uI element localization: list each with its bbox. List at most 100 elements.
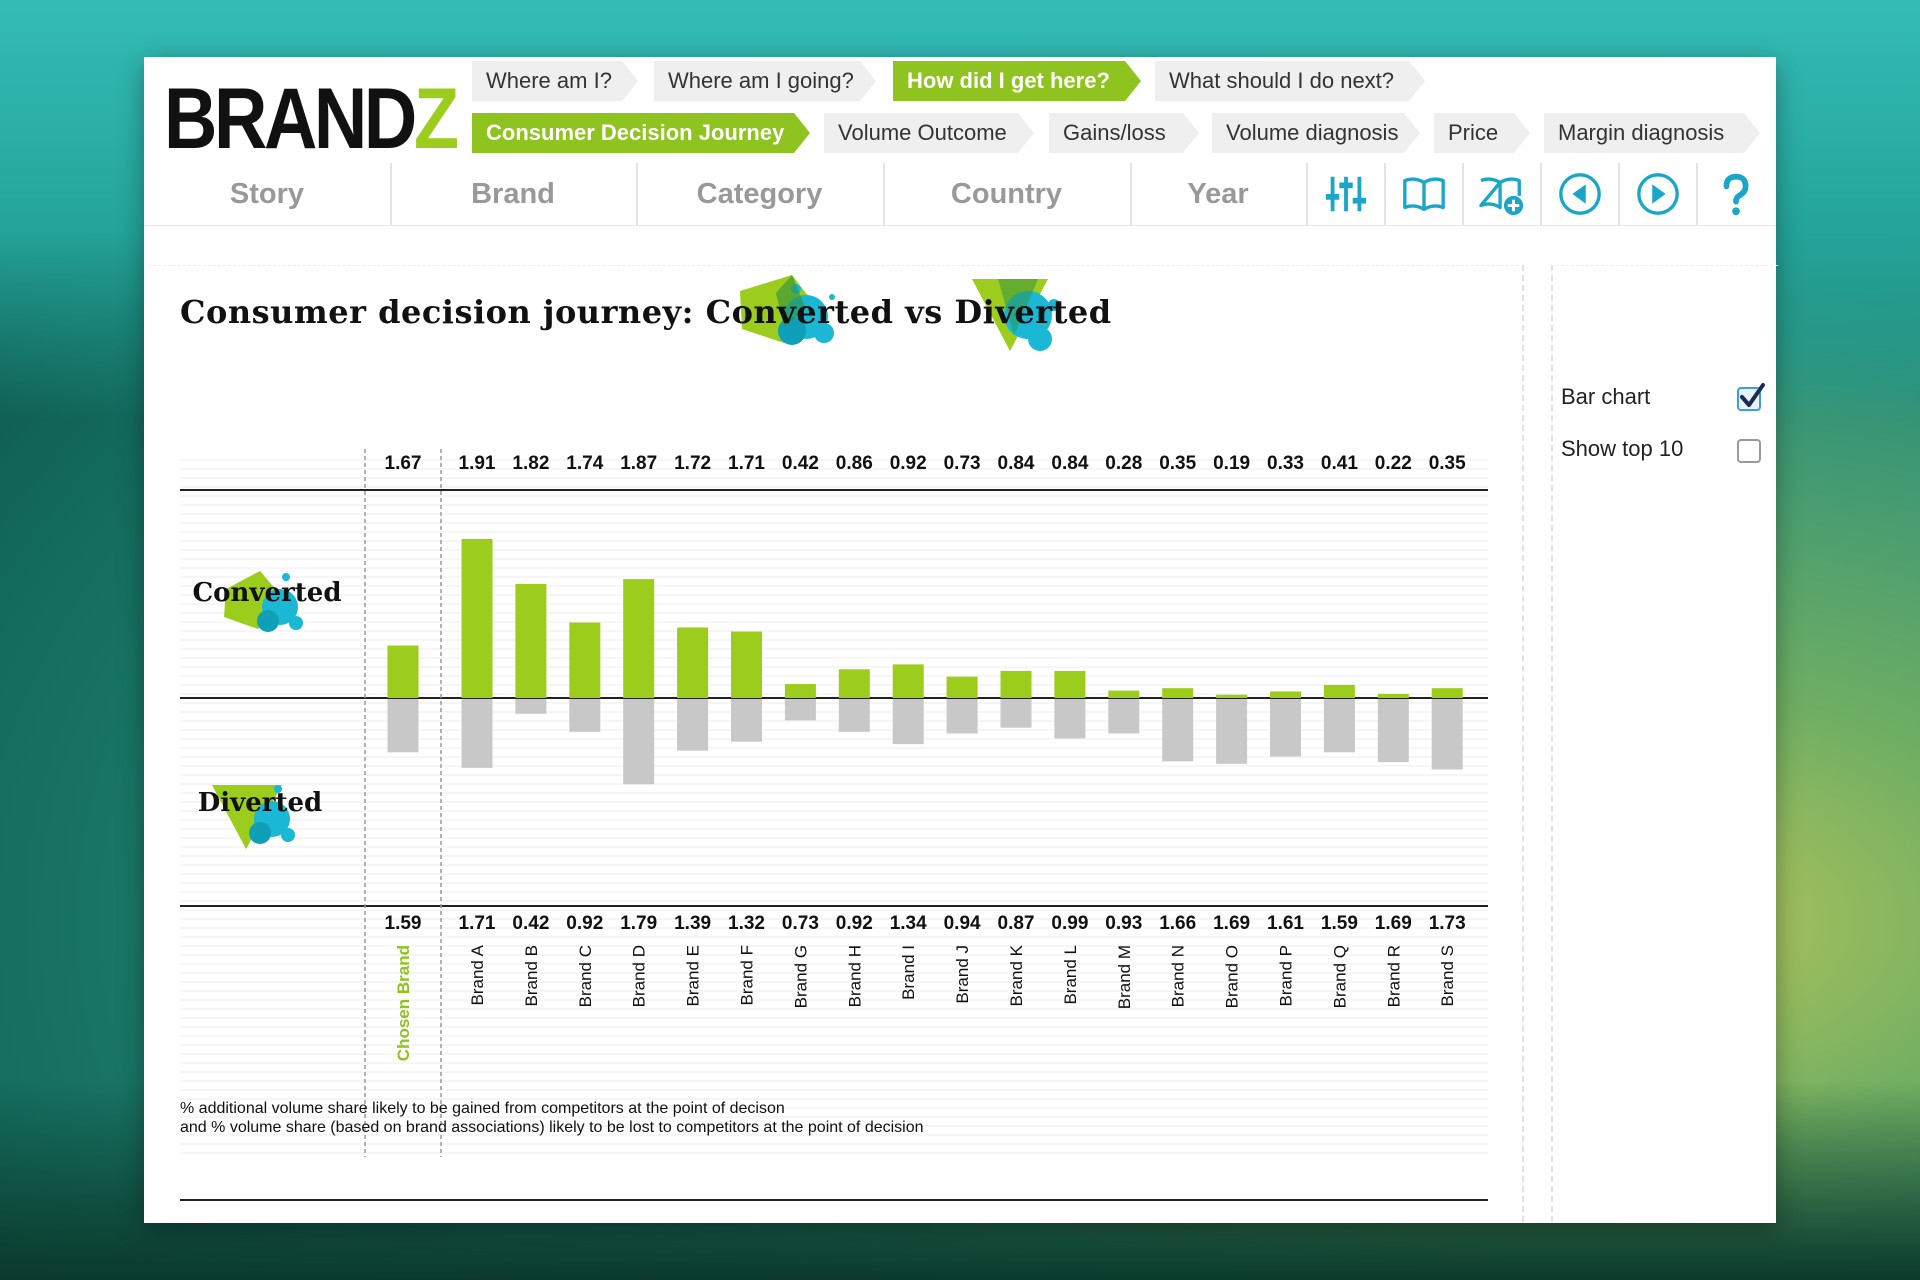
- breadcrumb-where-am-i-going[interactable]: Where am I going?: [654, 61, 876, 101]
- diverted-bar: [1377, 699, 1409, 763]
- category-label: Brand K: [1007, 944, 1026, 1006]
- diverted-value-label: 1.79: [620, 913, 657, 934]
- converted-value-label: 0.28: [1105, 453, 1142, 474]
- category-label: Brand D: [630, 945, 649, 1007]
- category-label: Brand I: [899, 945, 918, 1000]
- category-label: Chosen Brand: [394, 945, 413, 1061]
- diverted-value-label: 1.61: [1267, 913, 1304, 934]
- breadcrumb-sub-margin-diagnosis[interactable]: Margin diagnosis: [1544, 113, 1760, 153]
- converted-bar: [387, 645, 419, 698]
- tab-category[interactable]: Category: [636, 163, 885, 225]
- converted-value-label: 0.35: [1429, 453, 1466, 474]
- breadcrumb-sub-consumer-decision-journey[interactable]: Consumer Decision Journey: [472, 113, 810, 153]
- book-icon: [1403, 177, 1445, 212]
- converted-value-label: 1.74: [566, 453, 603, 474]
- category-label: Brand Q: [1330, 945, 1349, 1008]
- chart-title-prefix: Consumer decision journey:: [180, 293, 694, 331]
- converted-value-label: 0.33: [1267, 453, 1304, 474]
- diverted-bar: [1108, 699, 1140, 734]
- breadcrumb-how-did-i-get-here[interactable]: How did I get here?: [893, 61, 1141, 101]
- converted-bar: [461, 538, 493, 698]
- help-icon: [1723, 173, 1749, 216]
- book-button[interactable]: [1384, 163, 1462, 225]
- diverted-bar: [784, 699, 816, 721]
- book-add-button[interactable]: [1462, 163, 1540, 225]
- sliders-button[interactable]: [1306, 163, 1384, 225]
- previous-button[interactable]: [1540, 163, 1618, 225]
- app-window: BRANDZ Where am I? Where am I going? How d…: [144, 57, 1778, 1223]
- category-label: Brand A: [468, 944, 487, 1005]
- category-label: Brand E: [684, 945, 703, 1006]
- diverted-bar: [387, 699, 419, 753]
- converted-bar: [1216, 694, 1248, 698]
- show-top-10-label: Show top 10: [1561, 436, 1684, 461]
- chart-panel: [148, 265, 1524, 1222]
- diverted-bar: [515, 699, 547, 714]
- category-label: Brand J: [953, 945, 972, 1004]
- converted-bar: [892, 664, 924, 698]
- breadcrumb-where-am-i[interactable]: Where am I?: [472, 61, 638, 101]
- converted-value-label: 1.72: [674, 453, 711, 474]
- diverted-value-label: 1.59: [1321, 913, 1358, 934]
- converted-value-label: 0.42: [782, 453, 819, 474]
- diverted-bar: [731, 699, 762, 742]
- diverted-value-label: 0.92: [836, 913, 873, 934]
- category-label: Brand B: [522, 945, 541, 1006]
- diverted-bar: [1431, 699, 1463, 770]
- converted-value-label: 0.86: [836, 453, 873, 474]
- diverted-bar: [892, 699, 924, 745]
- diverted-value-label: 0.99: [1051, 913, 1088, 934]
- diverted-value-label: 0.87: [998, 913, 1035, 934]
- brandz-logo[interactable]: BRANDZ: [164, 71, 459, 167]
- converted-value-label: 1.67: [385, 453, 422, 474]
- footnote-line-1: % additional volume share likely to be g…: [180, 1100, 785, 1117]
- converted-bar: [1054, 670, 1086, 698]
- diverted-value-label: 1.32: [728, 913, 765, 934]
- converted-bar: [784, 684, 816, 698]
- category-label: Brand P: [1277, 945, 1296, 1006]
- chart-title-converted: Converted: [706, 275, 894, 345]
- converted-bar: [1000, 670, 1032, 698]
- category-label: Brand C: [576, 945, 595, 1007]
- sliders-icon: [1325, 176, 1367, 212]
- converted-bar: [1377, 693, 1409, 698]
- footnote-line-2: and % volume share (based on brand assoc…: [180, 1119, 924, 1136]
- diverted-bar: [1323, 699, 1355, 753]
- show-top-10-checkbox[interactable]: [1737, 439, 1761, 463]
- tab-country[interactable]: Country: [883, 163, 1132, 225]
- category-label: Brand R: [1384, 945, 1403, 1007]
- converted-row-splash-icon: [224, 571, 303, 632]
- diverted-splash-icon: [972, 279, 1061, 351]
- tab-brand[interactable]: Brand: [390, 163, 638, 225]
- breadcrumb-sub-price[interactable]: Price: [1434, 113, 1530, 153]
- diverted-value-label: 1.34: [890, 913, 927, 934]
- converted-bar: [677, 627, 709, 698]
- breadcrumb-sub-volume-outcome[interactable]: Volume Outcome: [824, 113, 1034, 153]
- breadcrumb-what-should-i-do-next[interactable]: What should I do next?: [1155, 61, 1425, 101]
- diverted-bar: [1000, 699, 1032, 728]
- converted-value-label: 1.71: [728, 453, 765, 474]
- breadcrumb-sub-gains-loss[interactable]: Gains/loss: [1049, 113, 1199, 153]
- converted-bar: [1323, 684, 1355, 698]
- diverted-value-label: 0.94: [944, 913, 981, 934]
- diverted-value-label: 1.39: [674, 913, 711, 934]
- diverted-bar: [677, 699, 709, 751]
- chart-title-diverted: Diverted: [954, 279, 1111, 351]
- tab-year[interactable]: Year: [1130, 163, 1308, 225]
- bar-chart-checkbox[interactable]: [1737, 383, 1765, 411]
- next-icon: [1637, 173, 1679, 215]
- checkmark-icon: [1740, 383, 1765, 407]
- help-button[interactable]: [1696, 163, 1774, 225]
- converted-value-label: 1.87: [620, 453, 657, 474]
- category-label: Brand S: [1438, 945, 1457, 1006]
- navigation-bar: Story Brand Category Country Year: [144, 163, 1776, 226]
- converted-value-label: 0.73: [944, 453, 981, 474]
- converted-bar: [623, 579, 655, 698]
- next-button[interactable]: [1618, 163, 1696, 225]
- options-panel: [1551, 265, 1778, 1222]
- category-label: Brand N: [1169, 945, 1188, 1007]
- tab-story[interactable]: Story: [144, 163, 392, 225]
- diverted-value-label: 1.71: [459, 913, 496, 934]
- diverted-bar: [1216, 699, 1248, 764]
- breadcrumb-sub-volume-diagnosis[interactable]: Volume diagnosis: [1212, 113, 1420, 153]
